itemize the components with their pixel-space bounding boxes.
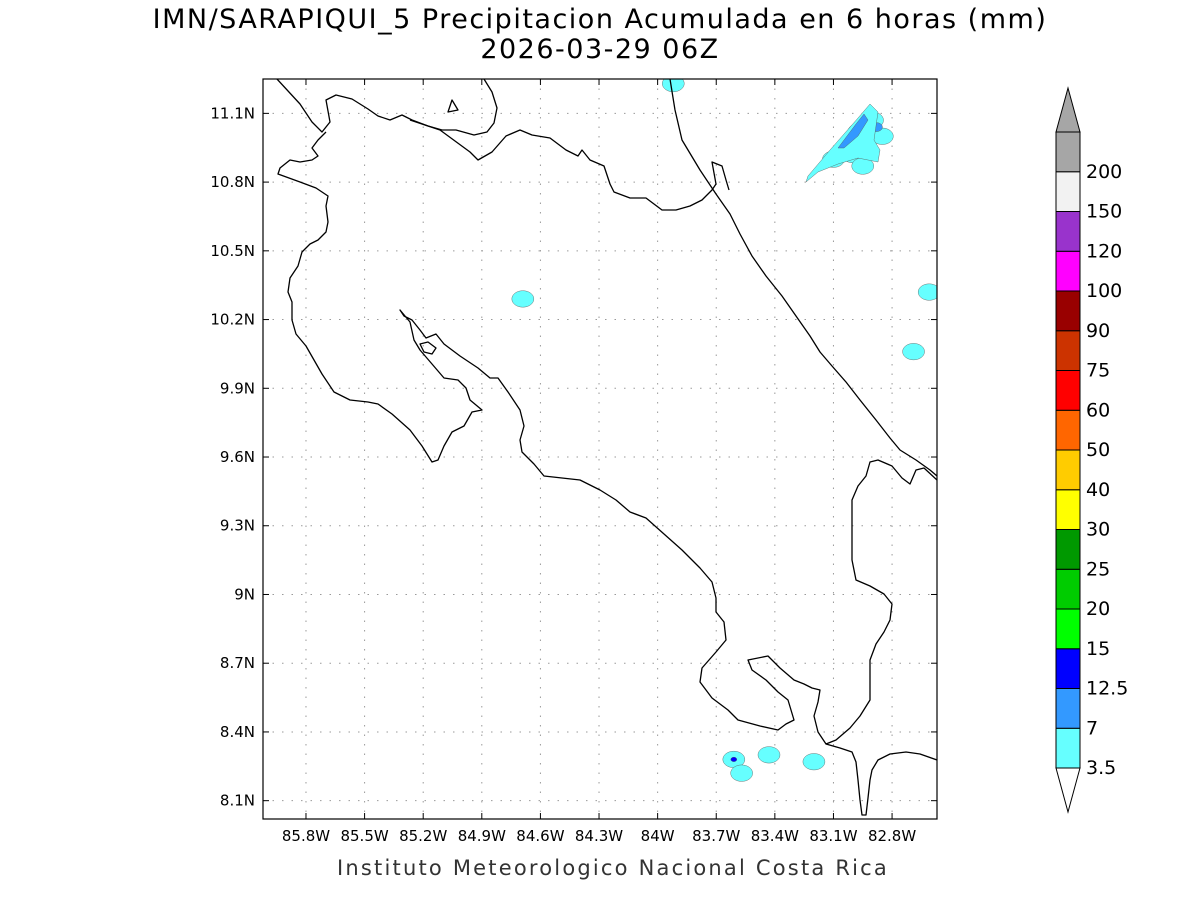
axes: 85.8W 85.5W 85.2W 84.9W 84.6W 84.3W 84W 83.7W 83… — [210, 79, 937, 845]
lat-tick-label: 9N — [234, 585, 255, 603]
precip-cell — [730, 756, 738, 762]
legend-label: 40 — [1086, 479, 1110, 501]
legend-swatch — [1055, 409, 1081, 451]
lon-tick-label: 83.7W — [692, 827, 740, 845]
legend-swatch — [1055, 211, 1081, 252]
lon-tick-label: 85.8W — [282, 827, 330, 845]
lake-island — [447, 99, 459, 113]
lat-tick-label: 8.1N — [220, 792, 255, 810]
lon-tick-label: 84.6W — [516, 827, 564, 845]
lat-tick-label: 8.4N — [220, 723, 255, 741]
legend-label: 150 — [1086, 201, 1122, 223]
plot-frame — [262, 78, 938, 820]
lat-tick-label: 10.8N — [210, 173, 255, 191]
lake-nicaragua-shore — [276, 79, 498, 136]
legend-label: 75 — [1086, 360, 1110, 382]
northern-border — [409, 119, 730, 211]
legend-label: 12.5 — [1086, 678, 1128, 700]
legend-label: 100 — [1086, 280, 1122, 302]
legend-label: 60 — [1086, 399, 1110, 421]
legend-swatch — [1055, 449, 1081, 491]
legend-swatch — [1055, 688, 1081, 729]
precip-cell — [730, 764, 753, 782]
lat-tick-label: 9.9N — [220, 379, 255, 397]
lat-tick-label: 8.7N — [220, 654, 255, 672]
lon-tick-label: 82.8W — [868, 827, 916, 845]
legend-label: 200 — [1086, 161, 1122, 183]
legend-label: 120 — [1086, 240, 1122, 262]
coastline — [276, 79, 937, 816]
lat-tick-label: 10.5N — [210, 242, 255, 260]
legend-swatch — [1055, 489, 1081, 530]
precip-cell — [802, 753, 826, 771]
precip-cell — [757, 746, 781, 764]
legend-over-arrow — [1055, 86, 1081, 133]
chart-title: IMN/SARAPIQUI_5 Precipitacion Acumulada … — [152, 4, 1048, 35]
caribbean-coast — [669, 79, 937, 477]
precip-cell — [917, 283, 937, 301]
gulf-island — [419, 341, 437, 355]
lon-tick-label: 83.4W — [751, 827, 799, 845]
legend-label: 7 — [1086, 717, 1098, 739]
legend-swatch — [1055, 290, 1081, 332]
legend-swatch — [1055, 171, 1081, 212]
lon-tick-label: 84W — [641, 827, 675, 845]
legend-label: 25 — [1086, 558, 1110, 580]
legend-label: 15 — [1086, 638, 1110, 660]
legend-swatch — [1055, 568, 1081, 610]
legend-swatch — [1055, 648, 1081, 689]
lon-tick-label: 84.9W — [458, 827, 506, 845]
lat-tick-label: 10.2N — [210, 311, 255, 329]
legend-swatch — [1055, 370, 1081, 411]
legend-swatch — [1055, 727, 1081, 769]
legend-label: 50 — [1086, 439, 1110, 461]
legend-swatch — [1055, 330, 1081, 371]
footer-credit: Instituto Meteorologico Nacional Costa R… — [337, 856, 889, 880]
precipitation-contours — [511, 79, 937, 782]
pacific-coast-northwest — [277, 131, 937, 745]
lat-tick-label: 9.6N — [220, 448, 255, 466]
lat-tick-label: 11.1N — [210, 104, 255, 122]
legend-swatch — [1055, 250, 1081, 292]
lat-tick-label: 9.3N — [220, 517, 255, 535]
legend-swatch — [1055, 608, 1081, 650]
legend-swatch — [1055, 131, 1081, 173]
lon-tick-label: 85.5W — [340, 827, 388, 845]
chart-timestamp: 2026-03-29 06Z — [480, 34, 720, 65]
plot-background — [263, 79, 937, 819]
lon-tick-label: 84.3W — [575, 827, 623, 845]
precip-cell — [511, 290, 535, 308]
lon-tick-label: 85.2W — [399, 827, 447, 845]
gridlines — [263, 79, 937, 819]
precip-cell — [662, 79, 685, 93]
legend-swatch — [1055, 529, 1081, 570]
southern-border — [825, 743, 937, 816]
legend-under-arrow — [1055, 767, 1081, 814]
legend-label: 3.5 — [1086, 757, 1116, 779]
colorbar-legend: 3.5 7 12.5 15 20 25 30 40 50 60 75 90 100 120 150 200 — [1055, 86, 1128, 814]
precip-cell — [902, 343, 925, 361]
legend-label: 90 — [1086, 320, 1110, 342]
lon-tick-label: 83.1W — [809, 827, 857, 845]
legend-label: 20 — [1086, 598, 1110, 620]
precip-band-core — [837, 113, 869, 149]
legend-label: 30 — [1086, 519, 1110, 541]
